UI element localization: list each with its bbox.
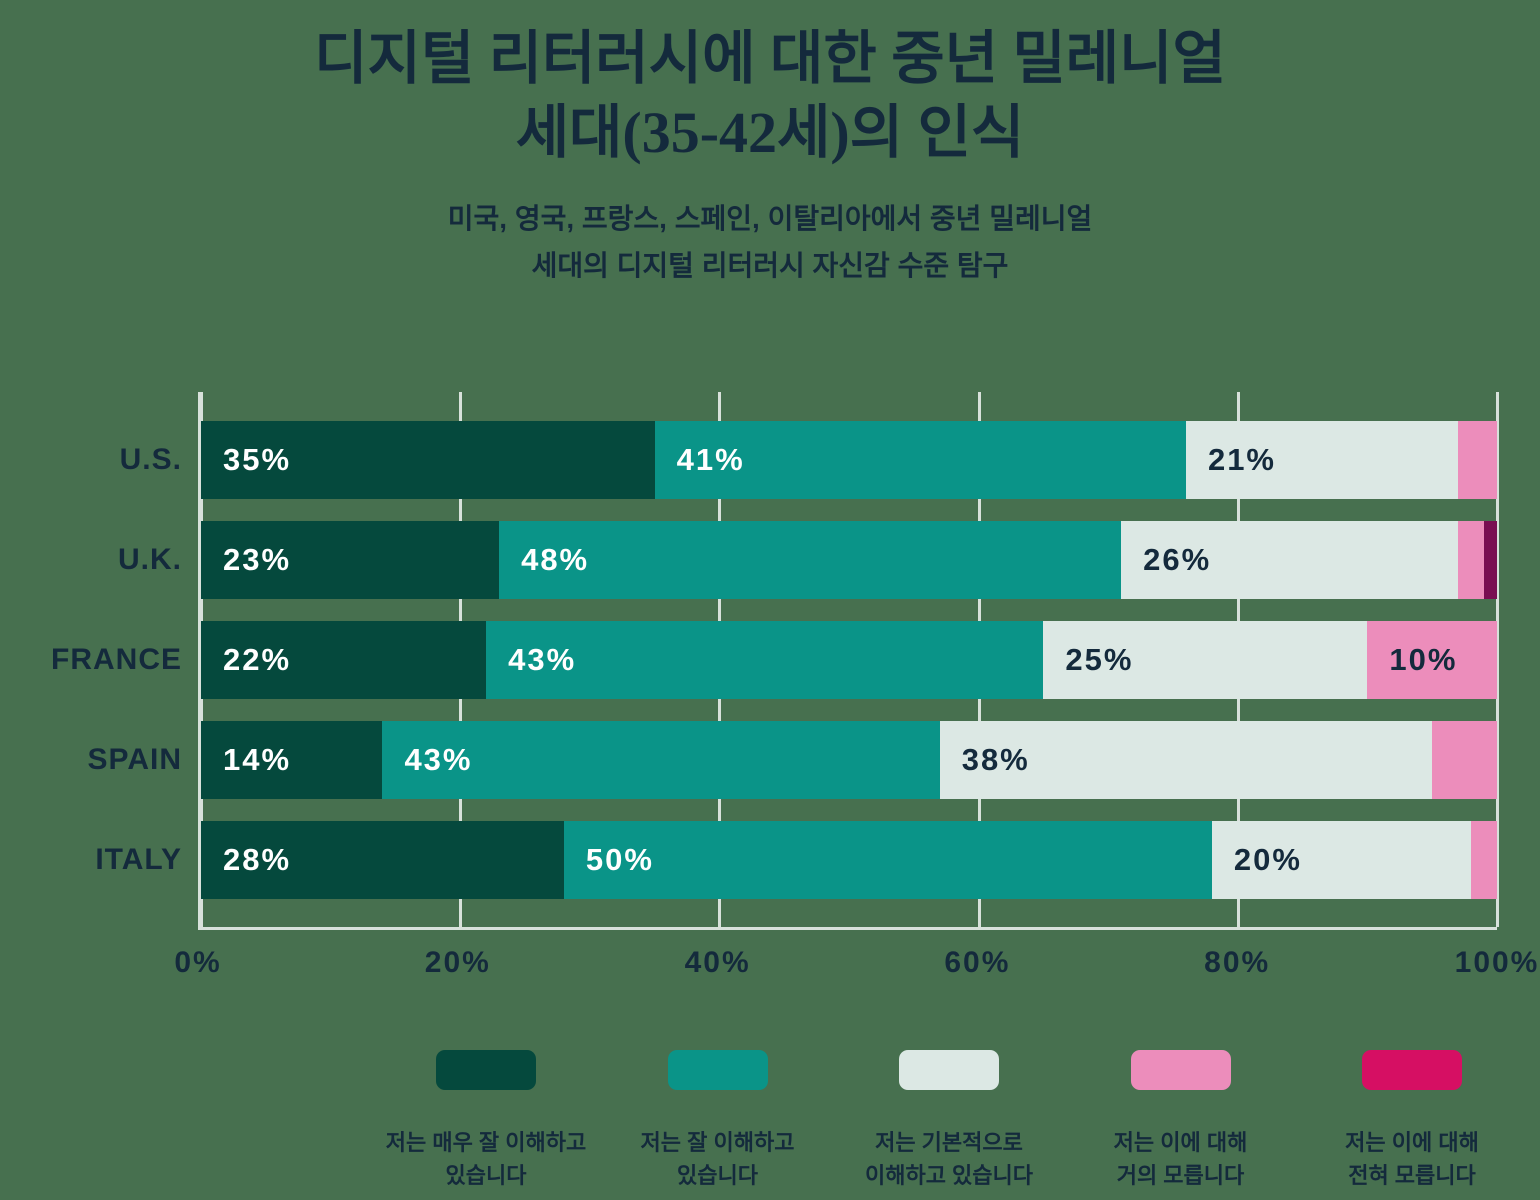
- bar-value-label: 35%: [223, 442, 292, 477]
- x-tick-40%: 40%: [684, 946, 751, 979]
- bar-segment-series4: 10%: [1367, 621, 1497, 699]
- y-axis-label-uk: U.K.: [118, 543, 182, 576]
- bar-segment-series1: 22%: [201, 621, 487, 699]
- bar-row-italy: 28% 50% 20%: [201, 821, 1497, 899]
- bar-segment-series3: 25%: [1043, 621, 1368, 699]
- x-tick-80%: 80%: [1204, 946, 1271, 979]
- gridline-100%: [1496, 392, 1499, 927]
- x-tick-20%: 20%: [424, 946, 491, 979]
- bar-segment-series3: 20%: [1211, 821, 1472, 899]
- bar-segment-series1: 35%: [201, 421, 655, 499]
- legend-label-3: 저는 기본적으로 이해하고 있습니다: [864, 1130, 1034, 1188]
- bar-segment-series5: [1484, 521, 1497, 599]
- bar-segment-series1: 28%: [201, 821, 564, 899]
- legend-swatch-3: [899, 1050, 999, 1090]
- legend-item-2: 저는 잘 이해하고 있습니다: [593, 1050, 843, 1192]
- legend-item-5: 저는 이에 대해 전혀 모릅니다: [1287, 1050, 1537, 1192]
- bar-value-label: 14%: [223, 742, 292, 777]
- bar-segment-series4: [1458, 521, 1485, 599]
- legend-swatch-4: [1130, 1050, 1231, 1090]
- legend-item-1: 저는 매우 잘 이해하고 있습니다: [361, 1050, 611, 1192]
- plot-area: 35% 41% 21% 23% 48% 26% 22% 43% 25% 10% 14% 43% 38% 2…: [198, 392, 1499, 930]
- legend-item-3: 저는 기본적으로 이해하고 있습니다: [824, 1050, 1074, 1192]
- legend-label-2: 저는 잘 이해하고 있습니다: [640, 1130, 795, 1188]
- bar-value-label: 43%: [404, 742, 473, 777]
- bar-segment-series3: 26%: [1121, 521, 1459, 599]
- x-tick-100%: 100%: [1454, 946, 1540, 979]
- legend-item-4: 저는 이에 대해 거의 모릅니다: [1056, 1050, 1306, 1192]
- bar-value-label: 48%: [521, 542, 590, 577]
- bar-value-label: 41%: [676, 442, 745, 477]
- bar-row-france: 22% 43% 25% 10%: [201, 621, 1497, 699]
- infographic-page: 디지털 리터러시에 대한 중년 밀레니얼 세대(35-42세)의 인식 미국, …: [0, 22, 1540, 1200]
- bar-value-label: 25%: [1065, 642, 1134, 677]
- bar-value-label: 50%: [585, 842, 654, 877]
- bar-segment-series4: [1432, 721, 1497, 799]
- legend-swatch-5: [1362, 1050, 1462, 1090]
- y-axis-label-us: U.S.: [119, 443, 182, 476]
- legend-label-4: 저는 이에 대해 거의 모릅니다: [1113, 1130, 1248, 1188]
- bar-segment-series4: [1458, 421, 1497, 499]
- y-axis-label-spain: SPAIN: [87, 743, 182, 776]
- bar-segment-series3: 21%: [1185, 421, 1459, 499]
- legend-swatch-1: [436, 1050, 536, 1090]
- bar-segment-series4: [1471, 821, 1497, 899]
- legend-label-1: 저는 매우 잘 이해하고 있습니다: [385, 1130, 587, 1188]
- legend-swatch-2: [667, 1050, 768, 1090]
- bar-segment-series1: 23%: [201, 521, 500, 599]
- y-axis-label-france: FRANCE: [51, 643, 182, 676]
- bar-segment-series1: 14%: [201, 721, 383, 799]
- chart-title: 디지털 리터러시에 대한 중년 밀레니얼 세대(35-42세)의 인식: [314, 26, 1226, 166]
- bar-segment-series2: 43%: [486, 621, 1044, 699]
- stacked-bar-chart: 35% 41% 21% 23% 48% 26% 22% 43% 25% 10% 14% 43% 38% 2…: [0, 374, 1540, 994]
- bar-segment-series2: 41%: [654, 421, 1186, 499]
- bar-row-uk: 23% 48% 26%: [201, 521, 1497, 599]
- x-tick-0%: 0%: [174, 946, 222, 979]
- bar-segment-series3: 38%: [939, 721, 1433, 799]
- x-tick-60%: 60%: [944, 946, 1011, 979]
- legend-label-5: 저는 이에 대해 전혀 모릅니다: [1345, 1130, 1479, 1188]
- bar-value-label: 28%: [223, 842, 292, 877]
- y-axis-label-italy: ITALY: [95, 843, 182, 876]
- bar-segment-series2: 48%: [499, 521, 1122, 599]
- bar-value-label: 20%: [1233, 842, 1302, 877]
- bar-value-label: 22%: [223, 642, 292, 677]
- bar-value-label: 21%: [1207, 442, 1276, 477]
- bar-value-label: 43%: [508, 642, 577, 677]
- bar-segment-series2: 43%: [382, 721, 940, 799]
- bar-value-label: 38%: [961, 742, 1030, 777]
- bar-row-spain: 14% 43% 38%: [201, 721, 1497, 799]
- bar-value-label: 10%: [1389, 642, 1458, 677]
- bar-value-label: 23%: [223, 542, 292, 577]
- chart-subtitle: 미국, 영국, 프랑스, 스페인, 이탈리아에서 중년 밀레니얼 세대의 디지털…: [447, 203, 1093, 281]
- bar-value-label: 26%: [1143, 542, 1212, 577]
- bar-row-us: 35% 41% 21%: [201, 421, 1497, 499]
- bar-segment-series2: 50%: [563, 821, 1212, 899]
